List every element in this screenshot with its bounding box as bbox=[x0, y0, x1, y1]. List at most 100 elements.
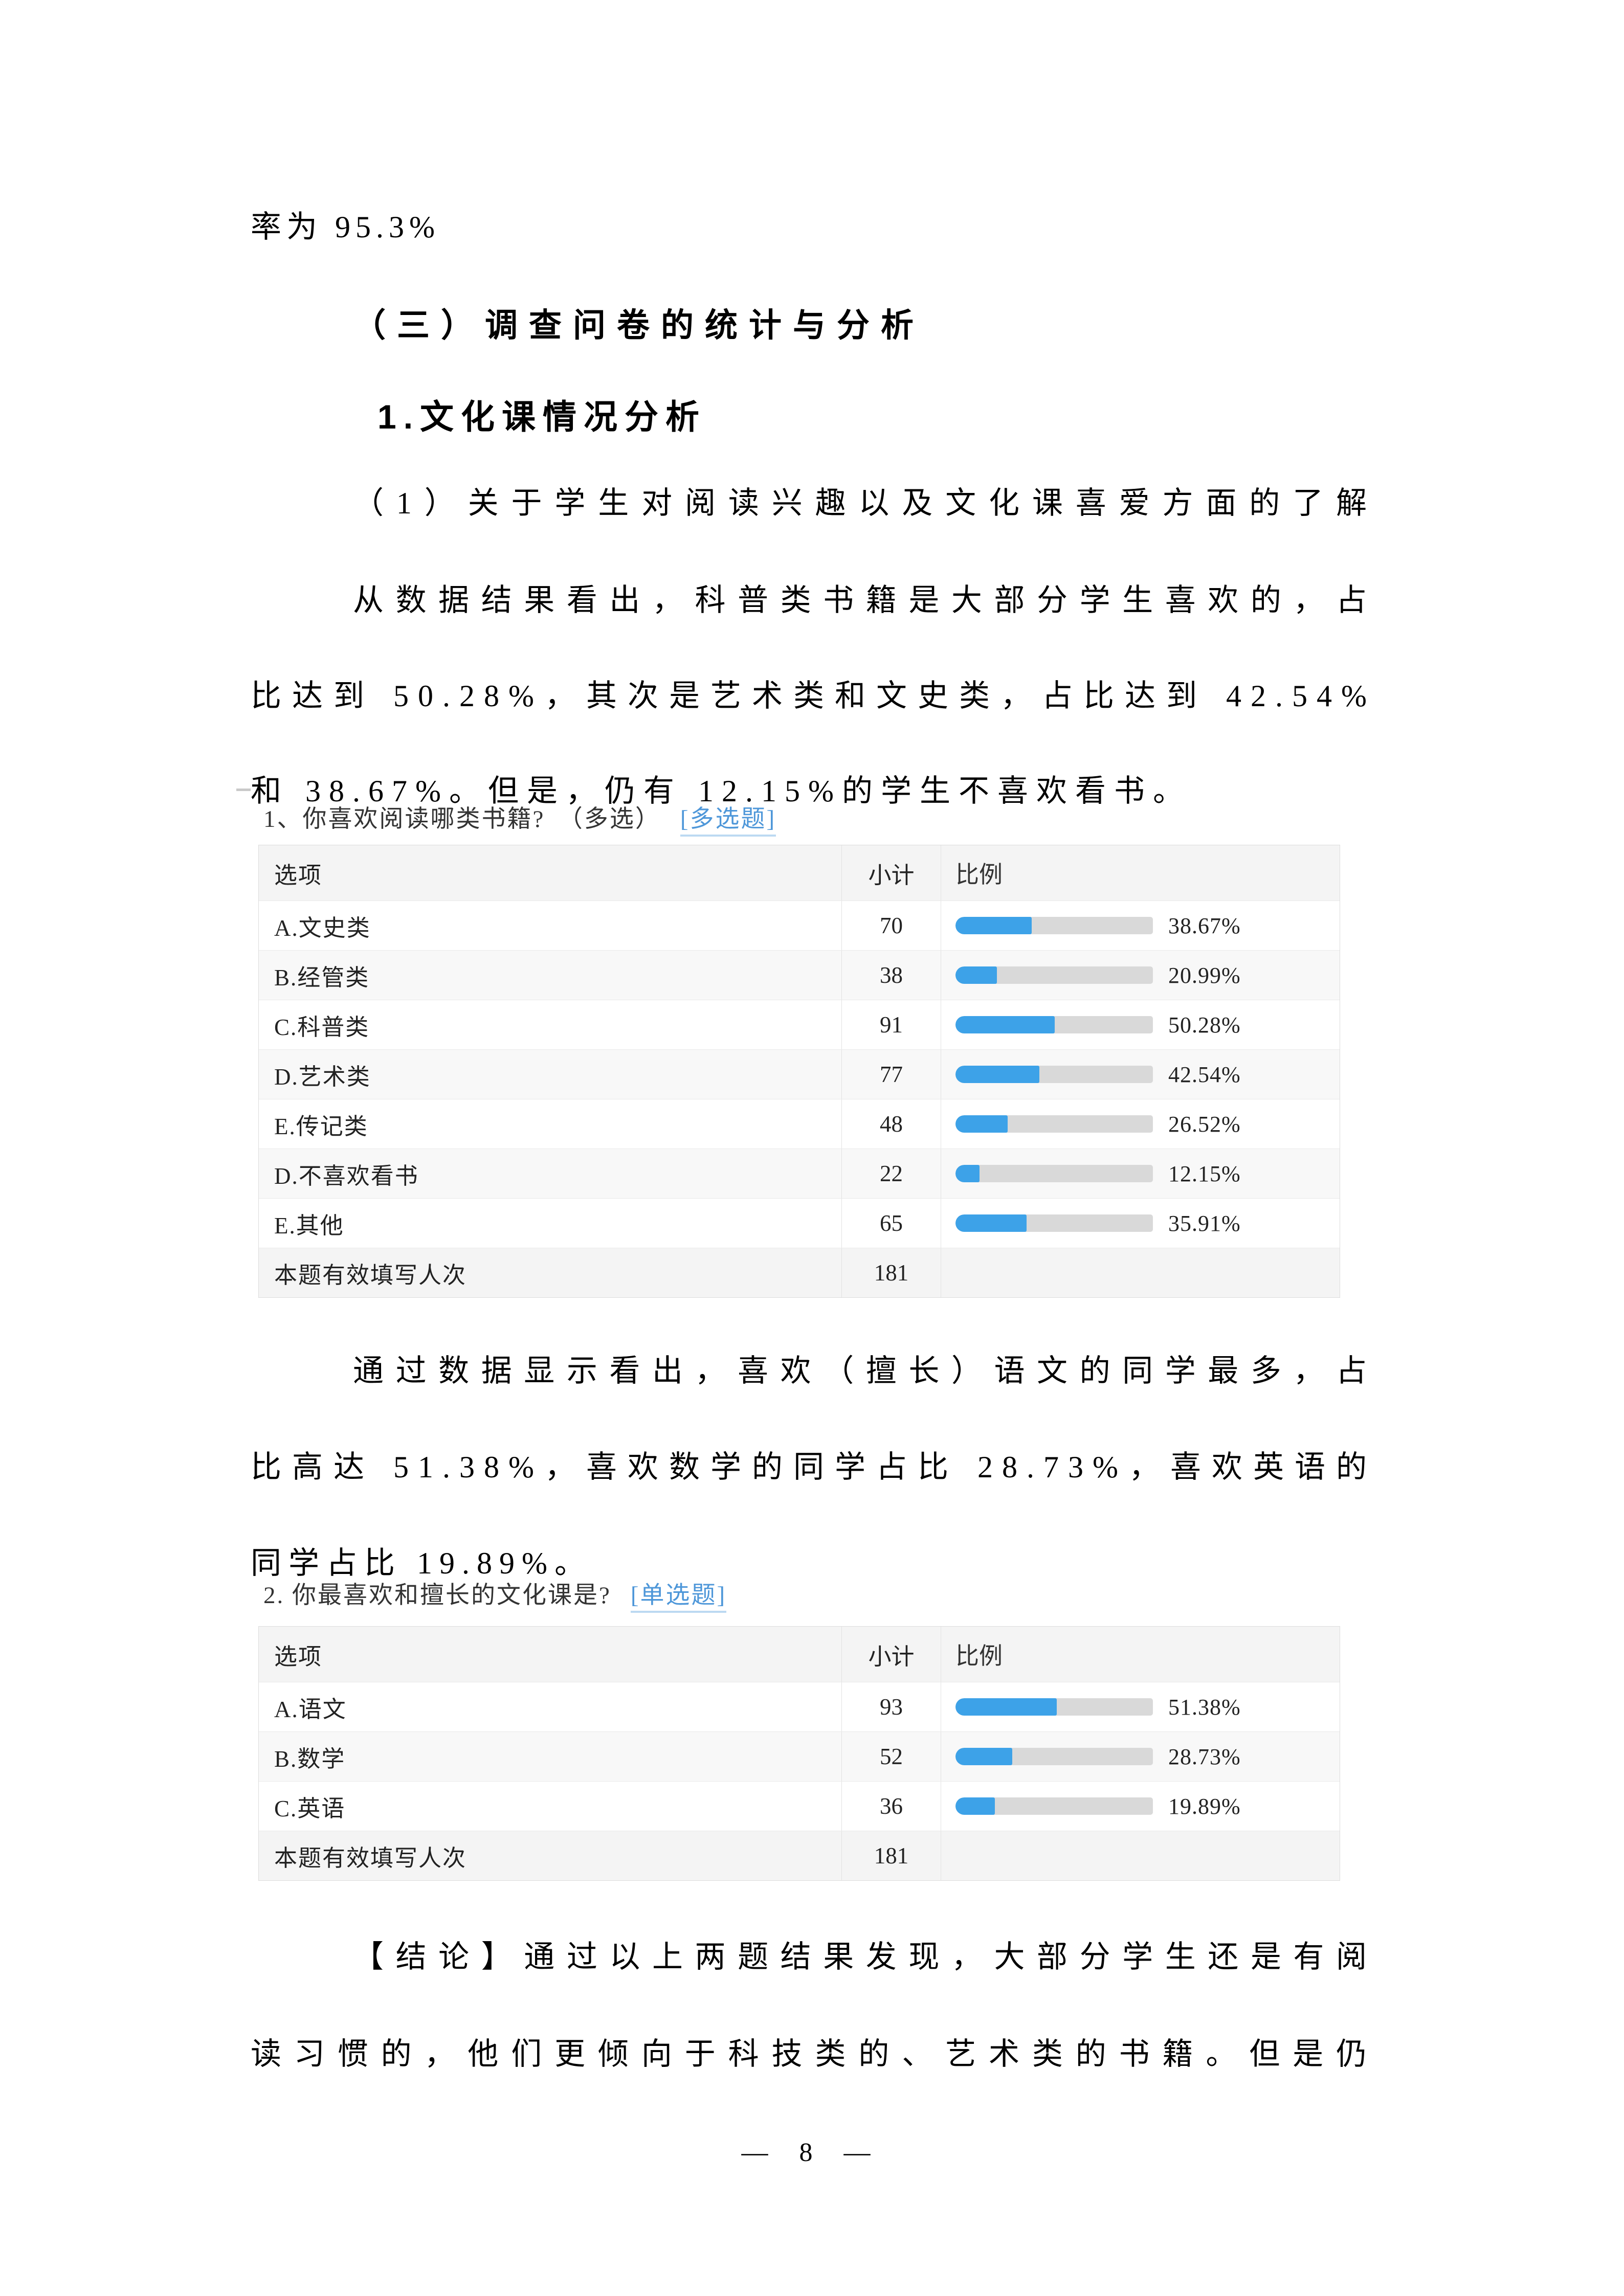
option-count: 38 bbox=[842, 951, 941, 1000]
para-concl-line2: 读习惯的，他们更倾向于科技类的、艺术类的书籍。但是仍 bbox=[251, 2037, 1376, 2071]
ratio-percent: 26.52% bbox=[1168, 1111, 1241, 1137]
option-count: 77 bbox=[842, 1050, 941, 1099]
ratio-bar-track bbox=[955, 1115, 1153, 1133]
ratio-percent: 12.15% bbox=[1168, 1161, 1241, 1186]
option-ratio: 19.89% bbox=[941, 1782, 1340, 1831]
ratio-bar-track bbox=[955, 1165, 1153, 1182]
para-mid-line1: 通过数据显示看出，喜欢（擅长）语文的同学最多，占 bbox=[353, 1354, 1376, 1388]
option-ratio: 12.15% bbox=[941, 1149, 1340, 1198]
section-heading: （三）调查问卷的统计与分析 bbox=[353, 307, 925, 344]
option-label: B.经管类 bbox=[259, 951, 842, 1000]
col-header-option: 选项 bbox=[259, 845, 842, 901]
ratio-bar-fill bbox=[955, 917, 1032, 934]
option-count: 93 bbox=[842, 1682, 941, 1731]
option-ratio: 51.38% bbox=[941, 1682, 1340, 1731]
col-header-count: 小计 bbox=[842, 845, 941, 901]
ratio-bar-fill bbox=[955, 1748, 1012, 1765]
option-label: C.英语 bbox=[259, 1782, 842, 1831]
para-data-line3: 和 38.67%。但是，仍有 12.15%的学生不喜欢看书。 bbox=[251, 774, 1192, 808]
col-header-option: 选项 bbox=[259, 1627, 842, 1682]
ratio-bar-fill bbox=[955, 1165, 980, 1182]
ratio-bar-fill bbox=[955, 1115, 1008, 1133]
para-data-line2: 比达到 50.28%，其次是艺术类和文史类，占比达到 42.54% bbox=[251, 679, 1376, 713]
table1-title: 1、你喜欢阅读哪类书籍? （多选） [多选题] bbox=[263, 799, 776, 837]
ratio-bar-fill bbox=[955, 1066, 1040, 1083]
ratio-percent: 42.54% bbox=[1168, 1062, 1241, 1087]
table-row: D.艺术类 77 42.54% bbox=[259, 1050, 1340, 1099]
table-footer-row: 本题有效填写人次 181 bbox=[259, 1831, 1340, 1880]
option-count: 70 bbox=[842, 901, 941, 950]
option-count: 22 bbox=[842, 1149, 941, 1198]
ratio-percent: 20.99% bbox=[1168, 962, 1241, 988]
page-number: — 8 — bbox=[741, 2138, 883, 2167]
table-footer-row: 本题有效填写人次 181 bbox=[259, 1248, 1340, 1297]
option-label: C.科普类 bbox=[259, 1000, 842, 1049]
col-header-ratio: 比例 bbox=[955, 1643, 1003, 1669]
option-count: 36 bbox=[842, 1782, 941, 1831]
footer-count: 181 bbox=[842, 1831, 941, 1880]
table-row: C.科普类 91 50.28% bbox=[259, 1000, 1340, 1050]
para-concl-line1: 【结论】通过以上两题结果发现，大部分学生还是有阅 bbox=[353, 1940, 1376, 1974]
footer-empty-cell bbox=[941, 1248, 1340, 1297]
ratio-percent: 38.67% bbox=[1168, 913, 1241, 938]
table-row: D.不喜欢看书 22 12.15% bbox=[259, 1149, 1340, 1199]
option-ratio: 38.67% bbox=[941, 901, 1340, 950]
sub-heading: 1.文化课情况分析 bbox=[377, 398, 707, 436]
option-label: D.不喜欢看书 bbox=[259, 1149, 842, 1198]
table-row: B.经管类 38 20.99% bbox=[259, 951, 1340, 1000]
ratio-percent: 51.38% bbox=[1168, 1694, 1241, 1720]
footer-empty-cell bbox=[941, 1831, 1340, 1880]
option-count: 65 bbox=[842, 1199, 941, 1248]
table2-title: 2. 你最喜欢和擅长的文化课是? [单选题] bbox=[263, 1575, 727, 1613]
ratio-bar-fill bbox=[955, 966, 997, 984]
table2-type-tag: [单选题] bbox=[630, 1582, 727, 1613]
ratio-bar-track bbox=[955, 1748, 1153, 1765]
survey-table-1: 选项 小计 比例 A.文史类 70 38.67% B.经管类 38 20.99%… bbox=[258, 845, 1340, 1298]
table1-type-tag: [多选题] bbox=[680, 806, 776, 837]
col-header-ratio: 比例 bbox=[955, 862, 1003, 888]
option-count: 91 bbox=[842, 1000, 941, 1049]
ratio-bar-fill bbox=[955, 1214, 1027, 1232]
option-ratio: 28.73% bbox=[941, 1732, 1340, 1781]
ratio-bar-track bbox=[955, 1066, 1153, 1083]
ratio-bar-track bbox=[955, 917, 1153, 934]
option-label: D.艺术类 bbox=[259, 1050, 842, 1099]
table2-header-row: 选项 小计 比例 bbox=[259, 1627, 1340, 1682]
para-mid-line2: 比高达 51.38%，喜欢数学的同学占比 28.73%，喜欢英语的 bbox=[251, 1450, 1376, 1484]
table1-header-row: 选项 小计 比例 bbox=[259, 845, 1340, 901]
ratio-bar-track bbox=[955, 1698, 1153, 1716]
ratio-percent: 28.73% bbox=[1168, 1744, 1241, 1769]
ratio-percent: 50.28% bbox=[1168, 1012, 1241, 1038]
ratio-bar-fill bbox=[955, 1698, 1057, 1716]
ratio-percent: 19.89% bbox=[1168, 1793, 1241, 1819]
option-ratio: 20.99% bbox=[941, 951, 1340, 1000]
para-mid-line3: 同学占比 19.89%。 bbox=[251, 1546, 592, 1580]
stray-dash-artifact bbox=[236, 789, 251, 791]
table-row: A.文史类 70 38.67% bbox=[259, 901, 1340, 951]
table2-title-text: 2. 你最喜欢和擅长的文化课是? bbox=[263, 1582, 611, 1609]
option-label: A.文史类 bbox=[259, 901, 842, 950]
table-row: E.传记类 48 26.52% bbox=[259, 1099, 1340, 1149]
option-count: 48 bbox=[842, 1099, 941, 1149]
ratio-bar-track bbox=[955, 966, 1153, 984]
option-ratio: 50.28% bbox=[941, 1000, 1340, 1049]
ratio-bar-track bbox=[955, 1214, 1153, 1232]
table-row: B.数学 52 28.73% bbox=[259, 1732, 1340, 1782]
option-ratio: 35.91% bbox=[941, 1199, 1340, 1248]
table-row: E.其他 65 35.91% bbox=[259, 1199, 1340, 1248]
footer-label: 本题有效填写人次 bbox=[259, 1248, 842, 1297]
option-ratio: 42.54% bbox=[941, 1050, 1340, 1099]
para-intro-line: （1）关于学生对阅读兴趣以及文化课喜爱方面的了解 bbox=[353, 486, 1376, 520]
option-ratio: 26.52% bbox=[941, 1099, 1340, 1149]
table-row: C.英语 36 19.89% bbox=[259, 1782, 1340, 1831]
table-row: A.语文 93 51.38% bbox=[259, 1682, 1340, 1732]
option-label: E.传记类 bbox=[259, 1099, 842, 1149]
survey-table-2: 选项 小计 比例 A.语文 93 51.38% B.数学 52 28.73% C… bbox=[258, 1626, 1340, 1881]
option-label: A.语文 bbox=[259, 1682, 842, 1731]
ratio-bar-fill bbox=[955, 1797, 995, 1815]
ratio-bar-track bbox=[955, 1016, 1153, 1033]
para-data-line1: 从数据结果看出，科普类书籍是大部分学生喜欢的，占 bbox=[353, 583, 1376, 617]
ratio-percent: 35.91% bbox=[1168, 1210, 1241, 1236]
footer-label: 本题有效填写人次 bbox=[259, 1831, 842, 1880]
